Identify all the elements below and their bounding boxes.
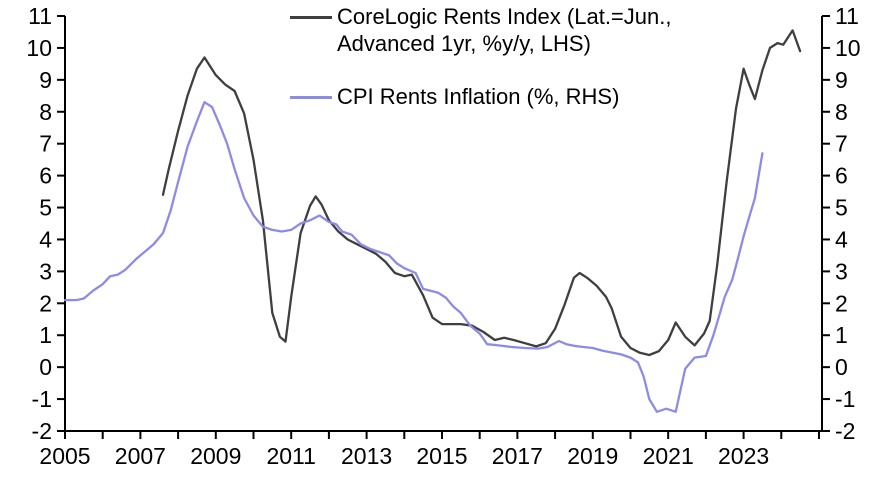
y-axis-left-tick-label: 10 [26,35,52,61]
x-axis-tick-label: 2009 [190,443,241,469]
y-axis-right-tick-label: 6 [835,163,848,189]
legend-label-corelogic-line2: Advanced 1yr, %y/y, LHS) [337,31,591,56]
y-axis-right-tick-label: -1 [835,386,855,412]
y-axis-left-tick-label: 4 [39,226,52,252]
y-axis-right-tick-label: 4 [835,226,848,252]
y-axis-left-tick-label: 2 [39,290,52,316]
y-axis-right-tick-label: 0 [835,354,848,380]
y-axis-right-tick-label: -2 [835,418,855,444]
series-line-corelogic [161,29,802,357]
y-axis-right-tick-label: 2 [835,290,848,316]
y-axis-right-tick-label: 10 [835,35,861,61]
series-line-cpi [63,101,764,413]
legend-label-corelogic-line1: CoreLogic Rents Index (Lat.=Jun., [337,4,672,29]
y-axis-left-tick-label: 3 [39,258,52,284]
y-axis-left-tick-label: 9 [39,67,52,93]
y-axis-right-tick-label: 11 [835,3,859,29]
y-axis-right-tick-label: 5 [835,195,848,221]
y-axis-left-tick-label: 11 [28,3,52,29]
y-axis-right-tick-label: 3 [835,258,848,284]
cpi-line-swatch-icon [290,96,332,99]
y-axis-left-tick-label: 1 [39,322,52,348]
legend-label-corelogic: CoreLogic Rents Index (Lat.=Jun., Advanc… [337,3,671,57]
y-axis-right-tick-label: 9 [835,67,848,93]
x-axis-tick-label: 2007 [115,443,166,469]
y-axis-right-tick-label: 1 [835,322,848,348]
y-axis-right-tick-label: 8 [835,99,848,125]
legend-label-cpi: CPI Rents Inflation (%, RHS) [337,83,619,110]
legend-label-cpi-line1: CPI Rents Inflation (%, RHS) [337,84,620,109]
corelogic-line-swatch-icon [290,16,332,19]
y-axis-left-tick-label: 8 [39,99,52,125]
x-axis-tick-label: 2013 [341,443,392,469]
y-axis-left-tick-label: -2 [32,418,52,444]
y-axis-left-tick-label: -1 [32,386,52,412]
x-axis-tick-label: 2015 [416,443,467,469]
x-axis-tick-label: 2019 [567,443,618,469]
y-axis-right-tick-label: 7 [835,131,848,157]
x-axis-tick-label: 2023 [718,443,769,469]
y-axis-left-tick-label: 7 [39,131,52,157]
x-axis-tick-label: 2017 [492,443,543,469]
x-axis-tick-label: 2005 [39,443,90,469]
y-axis-left-tick-label: 6 [39,163,52,189]
y-axis-left-tick-label: 5 [39,195,52,221]
x-axis-tick-label: 2021 [643,443,694,469]
y-axis-left-tick-label: 0 [39,354,52,380]
x-axis-tick-label: 2011 [266,443,315,469]
